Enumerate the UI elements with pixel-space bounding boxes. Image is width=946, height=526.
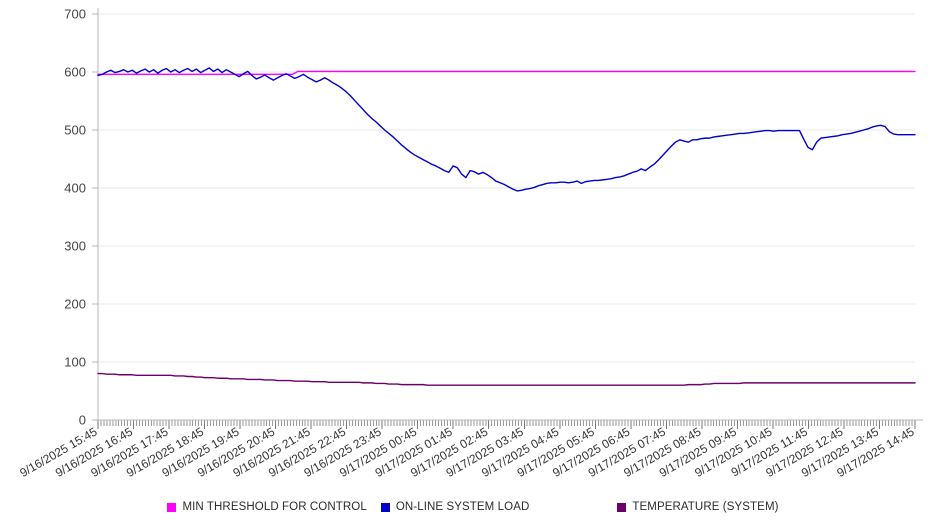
legend-color-swatch [617,502,627,512]
legend-item-label: ON-LINE SYSTEM LOAD [395,501,530,513]
y-axis-tick-label: 600 [64,65,86,80]
legend-item-label: MIN THRESHOLD FOR CONTROL [182,501,367,513]
legend-color-swatch [380,502,390,512]
chart-legend: MIN THRESHOLD FOR CONTROL ON-LINE SYSTEM … [0,496,946,518]
legend-item-label: TEMPERATURE (SYSTEM) [632,501,779,513]
y-axis-ticks: 0 100 200 300 400 500 600 700 [64,7,98,428]
gridlines [98,13,915,363]
chart-plot-area: 0 100 200 300 400 500 600 700 9/16/2025 15:459/… [17,7,923,480]
legend-color-swatch [167,502,177,512]
y-axis-tick-label: 400 [64,181,86,196]
y-axis-tick-label: 0 [79,413,86,428]
legend-item[interactable]: MIN THRESHOLD FOR CONTROL [167,501,367,513]
legend-item[interactable]: ON-LINE SYSTEM LOAD [380,501,530,513]
y-axis-tick-label: 200 [64,297,86,312]
y-axis-tick-label: 500 [64,123,86,138]
series-line [97,67,916,192]
axis-lines [97,8,923,421]
series-line [97,372,916,386]
y-axis-tick-label: 700 [64,7,86,22]
x-axis-labels: 9/16/2025 15:459/16/2025 16:459/16/2025 … [17,424,916,480]
x-axis-ticks [97,420,916,429]
data-series-group [97,67,916,386]
y-axis-tick-label: 100 [64,355,86,370]
legend-item[interactable]: TEMPERATURE (SYSTEM) [617,501,778,513]
y-axis-tick-label: 300 [64,239,86,254]
